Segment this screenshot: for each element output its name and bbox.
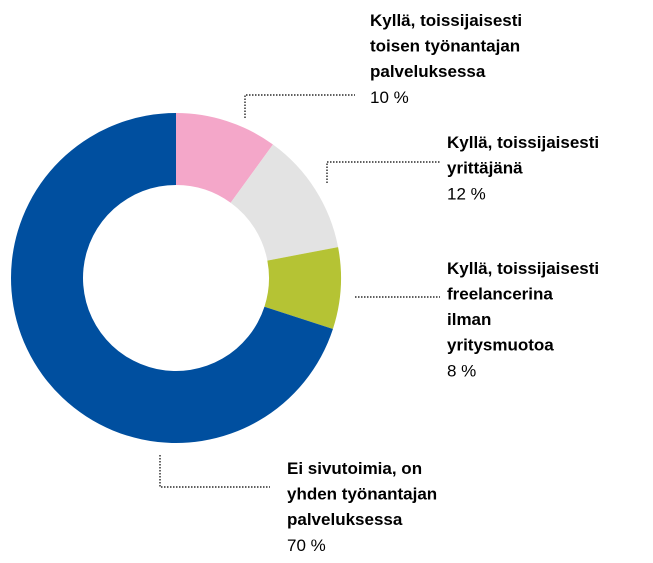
label-line: palveluksessa [287, 510, 403, 529]
donut-slice [264, 247, 341, 329]
label-line: Kyllä, toissijaisesti [370, 11, 527, 30]
leader-line [159, 455, 270, 488]
label-line: yrittäjänä [447, 159, 523, 178]
leader-line [326, 161, 440, 183]
label-line: Kyllä, toissijaisesti [447, 259, 604, 278]
label-line: Kyllä, toissijaisesti [447, 133, 604, 152]
donut-slice [230, 144, 339, 261]
slice-label: Kyllä, toissijaisesti freelancerina ilma… [447, 259, 604, 355]
value-label: 10 % [370, 88, 409, 107]
label-line: yritysmuotoa [447, 336, 554, 355]
slice-label: Kyllä, toissijaisesti yrittäjänä [447, 133, 604, 178]
value-label: 70 % [287, 536, 326, 555]
value-label: 8 % [447, 361, 476, 380]
label-line: yhden työnantajan [287, 485, 442, 504]
value-label: 12 % [447, 184, 486, 203]
leader-line [244, 94, 355, 118]
label-line: ilman [447, 310, 496, 329]
donut-slice [11, 113, 333, 443]
label-line: freelancerina [447, 285, 558, 304]
slice-label: Ei sivutoimia, on yhden työnantajan palv… [287, 459, 442, 529]
label-line: palveluksessa [370, 62, 486, 81]
label-line: toisen työnantajan [370, 37, 525, 56]
label-line: Ei sivutoimia, on [287, 459, 427, 478]
donut-slice [176, 113, 273, 203]
slice-label: Kyllä, toissijaisesti toisen työnantajan… [370, 11, 527, 81]
